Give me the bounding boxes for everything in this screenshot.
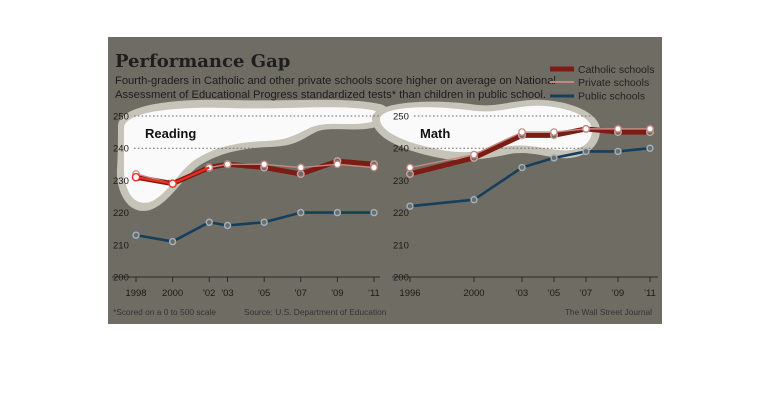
reading-panel-label: Reading xyxy=(145,126,196,141)
reading-y-tick-label: 230 xyxy=(113,176,129,187)
reading-emphasis-point xyxy=(168,179,177,188)
reading-x-tick-label: '02 xyxy=(203,288,215,299)
highlight-overlay xyxy=(116,99,600,211)
credit-note: The Wall Street Journal xyxy=(565,307,652,317)
math-x-tick-label: 1996 xyxy=(399,288,420,299)
source-note: Source: U.S. Department of Education xyxy=(244,307,387,317)
reading-highlight xyxy=(124,107,380,203)
reading-public-line xyxy=(134,211,376,243)
legend-swatch-public xyxy=(550,94,574,98)
math-y-tick-label: 210 xyxy=(393,240,409,251)
math-private-point xyxy=(582,125,590,133)
reading-public-point xyxy=(260,218,268,226)
math-x-tick-label: '09 xyxy=(612,288,624,299)
math-public-point xyxy=(614,147,622,156)
math-private-point xyxy=(614,125,622,133)
reading-private-point xyxy=(260,160,269,169)
chart-subtitle-line-2: Assessment of Educational Progress stand… xyxy=(115,89,546,101)
reading-public-point xyxy=(205,218,213,226)
reading-x-tick-label: '05 xyxy=(258,288,270,299)
math-panel-label: Math xyxy=(420,126,450,141)
reading-emphasis-point xyxy=(131,172,141,182)
math-highlight xyxy=(380,105,592,153)
reading-private-point xyxy=(370,163,378,172)
reading-y-tick-label: 220 xyxy=(113,208,129,219)
math-public-point xyxy=(518,163,526,172)
reading-y-tick-label: 200 xyxy=(113,273,129,284)
reading-public-point xyxy=(132,231,140,239)
math-catholic-point xyxy=(406,169,415,178)
math-private-point xyxy=(550,128,558,136)
math-public-point xyxy=(406,202,414,210)
reading-y-tick-label: 250 xyxy=(113,112,129,123)
math-y-tick-label: 240 xyxy=(393,144,409,155)
footnote: *Scored on a 0 to 500 scale xyxy=(113,307,216,317)
math-x-tick-label: 2000 xyxy=(463,288,484,299)
reading-private-point xyxy=(333,160,342,169)
math-private-point xyxy=(406,163,414,172)
reading-public-point xyxy=(333,208,342,217)
math-y-tick-label: 220 xyxy=(393,208,409,219)
reading-public-point xyxy=(168,237,177,246)
math-private-point xyxy=(470,150,478,159)
reading-public-point xyxy=(297,208,305,217)
math-y-tick-label: 230 xyxy=(393,176,409,187)
reading-private-point xyxy=(296,163,305,172)
reading-x-tick-label: '07 xyxy=(295,288,307,299)
reading-private-point xyxy=(223,160,232,169)
reading-x-tick-label: '11 xyxy=(368,288,380,299)
reading-x-tick-label: '03 xyxy=(221,288,233,299)
legend-label-public: Public schools xyxy=(578,91,645,103)
legend: Catholic schools Private schools Public … xyxy=(550,64,654,103)
math-x-tick-label: '07 xyxy=(580,288,592,299)
math-x-tick-label: '11 xyxy=(644,288,656,299)
reading-x-tick-label: '09 xyxy=(331,288,343,299)
math-x-tick-label: '05 xyxy=(548,288,560,299)
math-private-point xyxy=(646,125,654,133)
reading-public-point xyxy=(370,208,378,217)
reading-x-tick-label: 1998 xyxy=(125,288,146,299)
math-public-point xyxy=(582,147,590,156)
legend-swatch-private xyxy=(550,81,574,83)
math-y-tick-label: 200 xyxy=(393,273,409,284)
math-x-tick-label: '03 xyxy=(516,288,528,299)
chart-subtitle-line-1: Fourth-graders in Catholic and other pri… xyxy=(115,75,556,87)
reading-catholic-point xyxy=(296,169,305,178)
legend-label-catholic: Catholic schools xyxy=(578,64,654,76)
legend-label-private: Private schools xyxy=(578,77,649,89)
math-y-tick-label: 250 xyxy=(393,112,409,123)
reading-public-point xyxy=(223,221,232,230)
math-public-point xyxy=(550,154,558,162)
legend-swatch-catholic xyxy=(550,66,574,72)
math-private-point xyxy=(518,128,526,136)
math-public-point xyxy=(470,196,478,204)
math-public-point xyxy=(646,144,654,152)
reading-x-tick-label: 2000 xyxy=(162,288,183,299)
reading-y-tick-label: 210 xyxy=(113,240,129,251)
chart-title: Performance Gap xyxy=(115,51,290,72)
reading-chart: 200 210 220 230 240 250 1998 2000 '02 '03 '05 '07 '0… xyxy=(112,112,380,299)
reading-y-tick-label: 240 xyxy=(113,144,129,155)
math-chart: 200 210 220 230 240 250 1996 2000 '03 '05 '07 '09 '1… xyxy=(392,112,658,299)
chart-background xyxy=(108,37,662,324)
